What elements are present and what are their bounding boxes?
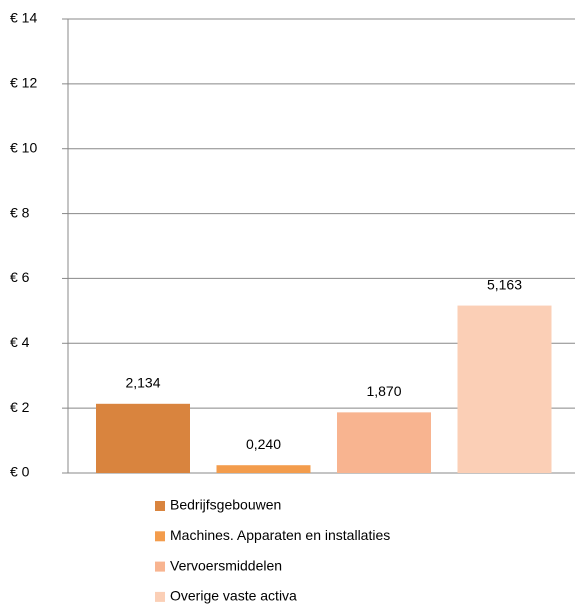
legend-label: Vervoersmiddelen xyxy=(170,557,282,573)
y-tick-label: € 0 xyxy=(10,464,30,480)
bar xyxy=(457,305,552,473)
y-tick-label: € 8 xyxy=(10,204,30,220)
y-tick-label: € 10 xyxy=(10,139,37,155)
legend-label: Machines. Apparaten en installaties xyxy=(170,527,390,543)
legend-swatch xyxy=(155,531,165,542)
legend-swatch xyxy=(155,501,165,511)
bar xyxy=(216,465,311,473)
data-label: 1,870 xyxy=(366,383,401,399)
y-tick-label: € 12 xyxy=(10,75,37,91)
bar xyxy=(337,412,431,473)
bar xyxy=(96,403,190,473)
data-label: 0,240 xyxy=(246,436,281,452)
y-tick-label: € 14 xyxy=(10,10,37,26)
data-label: 2,134 xyxy=(125,375,160,391)
legend-swatch xyxy=(155,561,165,572)
data-label: 5,163 xyxy=(487,276,522,292)
y-tick-label: € 2 xyxy=(10,399,30,415)
legend-label: Overige vaste activa xyxy=(170,588,297,604)
legend-swatch xyxy=(155,591,165,602)
y-tick-label: € 6 xyxy=(10,269,30,285)
legend-label: Bedrijfsgebouwen xyxy=(170,497,281,513)
y-tick-label: € 4 xyxy=(10,334,30,350)
